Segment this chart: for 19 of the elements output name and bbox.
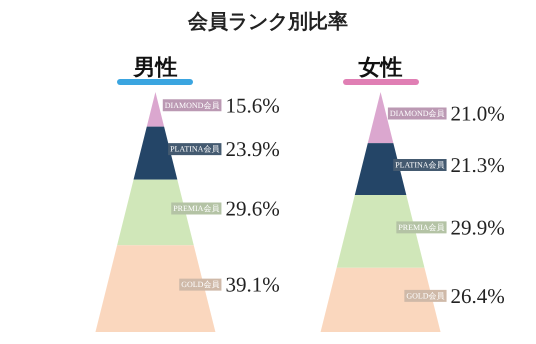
data-label: 29.6% [225, 196, 280, 220]
text: 女性 [358, 56, 403, 80]
text: 男性 [132, 56, 178, 80]
category-label: PREMIA会員 [173, 204, 220, 213]
data-label: 26.4% [450, 284, 505, 308]
data-label: 39.1% [225, 272, 280, 297]
category-label: DIAMOND会員 [390, 109, 445, 118]
data-label: 23.9% [225, 137, 280, 162]
data-label: 29.9% [450, 215, 505, 240]
category-label: DIAMOND会員 [164, 100, 220, 110]
category-label: GOLD会員 [406, 291, 445, 300]
data-label: 21.0% [450, 102, 505, 126]
category-label: PLATINA会員 [395, 160, 445, 170]
data-label: 21.3% [450, 153, 505, 178]
text: 会員ランク別比率 [187, 9, 348, 33]
category-label: PREMIA会員 [398, 222, 445, 232]
category-label: GOLD会員 [181, 280, 220, 290]
data-label: 15.6% [225, 93, 280, 118]
category-label: PLATINA会員 [170, 144, 220, 154]
